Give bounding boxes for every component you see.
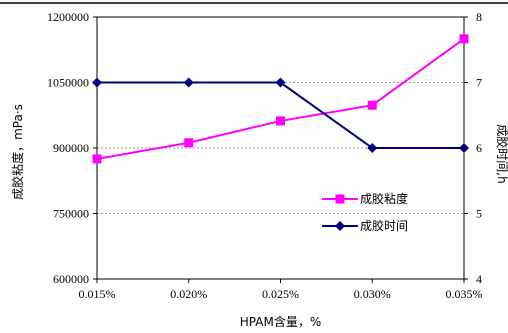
data-point-viscosity [367, 100, 377, 110]
series-layer [92, 34, 469, 164]
y-left-tick-label: 750000 [53, 207, 89, 221]
series-line-gel-time [97, 81, 464, 149]
y-left-tick-label: 600000 [53, 272, 89, 286]
y-axis-right-title: 成胶时间,h [495, 124, 508, 183]
y-right-tick-label: 4 [476, 272, 482, 286]
x-tick-label: 0.015% [79, 287, 116, 301]
x-tick-label: 0.020% [170, 287, 207, 301]
data-point-viscosity [92, 154, 102, 164]
data-point-gel-time [367, 143, 378, 153]
legend-marker-gel-time [335, 221, 345, 231]
legend-label-viscosity: 成胶粘度 [360, 191, 408, 206]
legend-marker-viscosity [335, 194, 345, 204]
data-point-viscosity [459, 34, 469, 44]
x-axis: 0.015% 0.020% 0.025% 0.030% 0.035% [79, 279, 483, 301]
y-right-tick-label: 5 [476, 207, 482, 221]
data-point-gel-time [459, 143, 469, 153]
x-tick-label: 0.030% [354, 287, 391, 301]
y-axis-left-title: 成胶粘度，mPa·s [10, 104, 25, 200]
x-tick-label: 0.025% [262, 287, 299, 301]
data-point-gel-time [92, 77, 102, 88]
data-point-viscosity [276, 116, 285, 126]
y-right-tick-label: 7 [476, 76, 482, 90]
data-point-gel-time [183, 77, 194, 88]
x-tick-label: 0.035% [446, 287, 483, 301]
y-left-tick-label: 900000 [53, 141, 89, 155]
data-point-viscosity [184, 138, 194, 148]
data-point-gel-time [275, 77, 286, 88]
y-left-tick-label: 1050000 [47, 76, 89, 90]
legend-label-gel-time: 成胶时间 [360, 218, 408, 233]
series-line-viscosity [96, 38, 465, 160]
y-right-tick-label: 6 [476, 141, 482, 155]
y-left-tick-label: 1200000 [47, 10, 89, 24]
y-axis-left: 600000 750000 900000 1050000 1200000 [47, 10, 97, 286]
x-axis-title: HPAM含量，% [240, 314, 321, 329]
y-right-tick-label: 8 [476, 10, 482, 24]
